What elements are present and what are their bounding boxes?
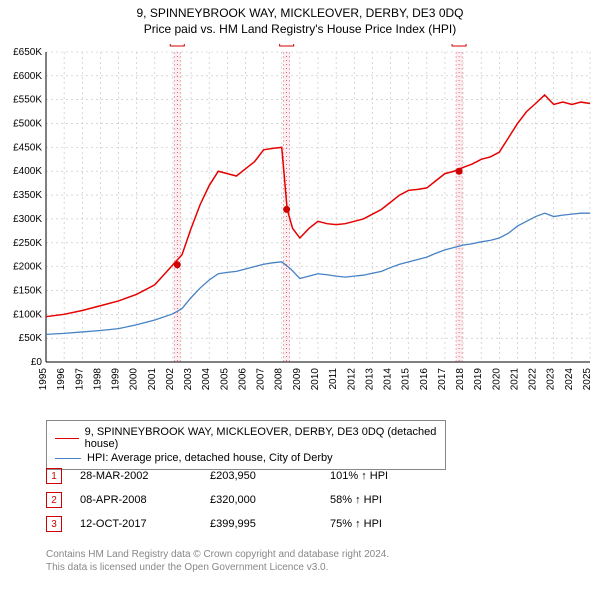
footer-line-2: This data is licensed under the Open Gov… — [46, 561, 389, 574]
svg-text:2018: 2018 — [455, 368, 466, 391]
chart-title-address: 9, SPINNEYBROOK WAY, MICKLEOVER, DERBY, … — [0, 0, 600, 20]
legend-label: HPI: Average price, detached house, City… — [87, 452, 333, 464]
svg-text:2004: 2004 — [201, 368, 212, 391]
sale-price: £320,000 — [210, 494, 330, 506]
svg-text:2017: 2017 — [437, 368, 448, 391]
sale-date: 08-APR-2008 — [80, 494, 210, 506]
sale-pct-vs-hpi: 75% ↑ HPI — [330, 518, 420, 530]
svg-text:£100K: £100K — [13, 309, 42, 320]
sale-number-badge: 3 — [46, 516, 62, 532]
svg-text:1995: 1995 — [38, 368, 49, 391]
svg-text:2024: 2024 — [564, 368, 575, 391]
sale-pct-vs-hpi: 58% ↑ HPI — [330, 494, 420, 506]
svg-text:2025: 2025 — [582, 368, 593, 391]
legend: 9, SPINNEYBROOK WAY, MICKLEOVER, DERBY, … — [46, 420, 446, 470]
sale-pct-vs-hpi: 101% ↑ HPI — [330, 470, 420, 482]
svg-text:2002: 2002 — [165, 368, 176, 391]
legend-swatch — [55, 438, 79, 439]
svg-text:2015: 2015 — [401, 368, 412, 391]
svg-text:2011: 2011 — [328, 368, 339, 390]
sale-date: 28-MAR-2002 — [80, 470, 210, 482]
sale-row: 2 08-APR-2008£320,00058% ↑ HPI — [46, 488, 420, 512]
svg-text:£650K: £650K — [13, 47, 42, 58]
price-chart: £0 £50K £100K £150K £200K £250K £300K £350K £400… — [0, 44, 600, 414]
svg-text:£550K: £550K — [13, 95, 42, 106]
svg-text:1: 1 — [175, 44, 181, 46]
svg-text:2023: 2023 — [546, 368, 557, 391]
svg-text:2001: 2001 — [147, 368, 158, 391]
legend-row: 9, SPINNEYBROOK WAY, MICKLEOVER, DERBY, … — [55, 425, 437, 451]
attribution-footer: Contains HM Land Registry data © Crown c… — [46, 548, 389, 574]
sale-price: £203,950 — [210, 470, 330, 482]
sale-list: 1 28-MAR-2002£203,950101% ↑ HPI 2 08-APR-20… — [46, 464, 420, 536]
chart-title-sub: Price paid vs. HM Land Registry's House … — [0, 20, 600, 36]
legend-row: HPI: Average price, detached house, City… — [55, 451, 437, 465]
svg-text:£450K: £450K — [13, 142, 42, 153]
svg-text:1997: 1997 — [74, 368, 85, 391]
svg-text:2: 2 — [284, 44, 290, 46]
svg-text:2005: 2005 — [219, 368, 230, 391]
legend-swatch — [55, 458, 81, 459]
sale-date: 12-OCT-2017 — [80, 518, 210, 530]
legend-label: 9, SPINNEYBROOK WAY, MICKLEOVER, DERBY, … — [85, 426, 437, 450]
svg-text:2006: 2006 — [237, 368, 248, 391]
svg-text:2016: 2016 — [419, 368, 430, 391]
svg-text:£400K: £400K — [13, 166, 42, 177]
svg-text:£150K: £150K — [13, 285, 42, 296]
svg-text:2009: 2009 — [292, 368, 303, 391]
svg-text:2019: 2019 — [473, 368, 484, 391]
chart-container: 9, SPINNEYBROOK WAY, MICKLEOVER, DERBY, … — [0, 0, 600, 590]
svg-text:1996: 1996 — [56, 368, 67, 391]
sale-price: £399,995 — [210, 518, 330, 530]
svg-text:2007: 2007 — [256, 368, 267, 391]
svg-text:£200K: £200K — [13, 262, 42, 273]
svg-text:2022: 2022 — [528, 368, 539, 391]
svg-text:2000: 2000 — [129, 368, 140, 391]
svg-text:3: 3 — [456, 44, 462, 46]
footer-line-1: Contains HM Land Registry data © Crown c… — [46, 548, 389, 561]
svg-text:£0: £0 — [31, 357, 43, 368]
svg-text:2020: 2020 — [491, 368, 502, 391]
svg-text:2003: 2003 — [183, 368, 194, 391]
svg-text:£350K: £350K — [13, 190, 42, 201]
sale-number-badge: 2 — [46, 492, 62, 508]
svg-text:£250K: £250K — [13, 238, 42, 249]
sale-row: 3 12-OCT-2017£399,99575% ↑ HPI — [46, 512, 420, 536]
svg-text:2012: 2012 — [346, 368, 357, 391]
svg-text:£600K: £600K — [13, 71, 42, 82]
svg-text:2014: 2014 — [383, 368, 394, 391]
svg-text:2008: 2008 — [274, 368, 285, 391]
sale-number-badge: 1 — [46, 468, 62, 484]
svg-text:1998: 1998 — [92, 368, 103, 391]
svg-text:£50K: £50K — [19, 333, 43, 344]
svg-text:2010: 2010 — [310, 368, 321, 391]
svg-text:£500K: £500K — [13, 119, 42, 130]
svg-text:2021: 2021 — [509, 368, 520, 391]
svg-text:2013: 2013 — [364, 368, 375, 391]
sale-row: 1 28-MAR-2002£203,950101% ↑ HPI — [46, 464, 420, 488]
svg-text:1999: 1999 — [111, 368, 122, 391]
svg-text:£300K: £300K — [13, 214, 42, 225]
